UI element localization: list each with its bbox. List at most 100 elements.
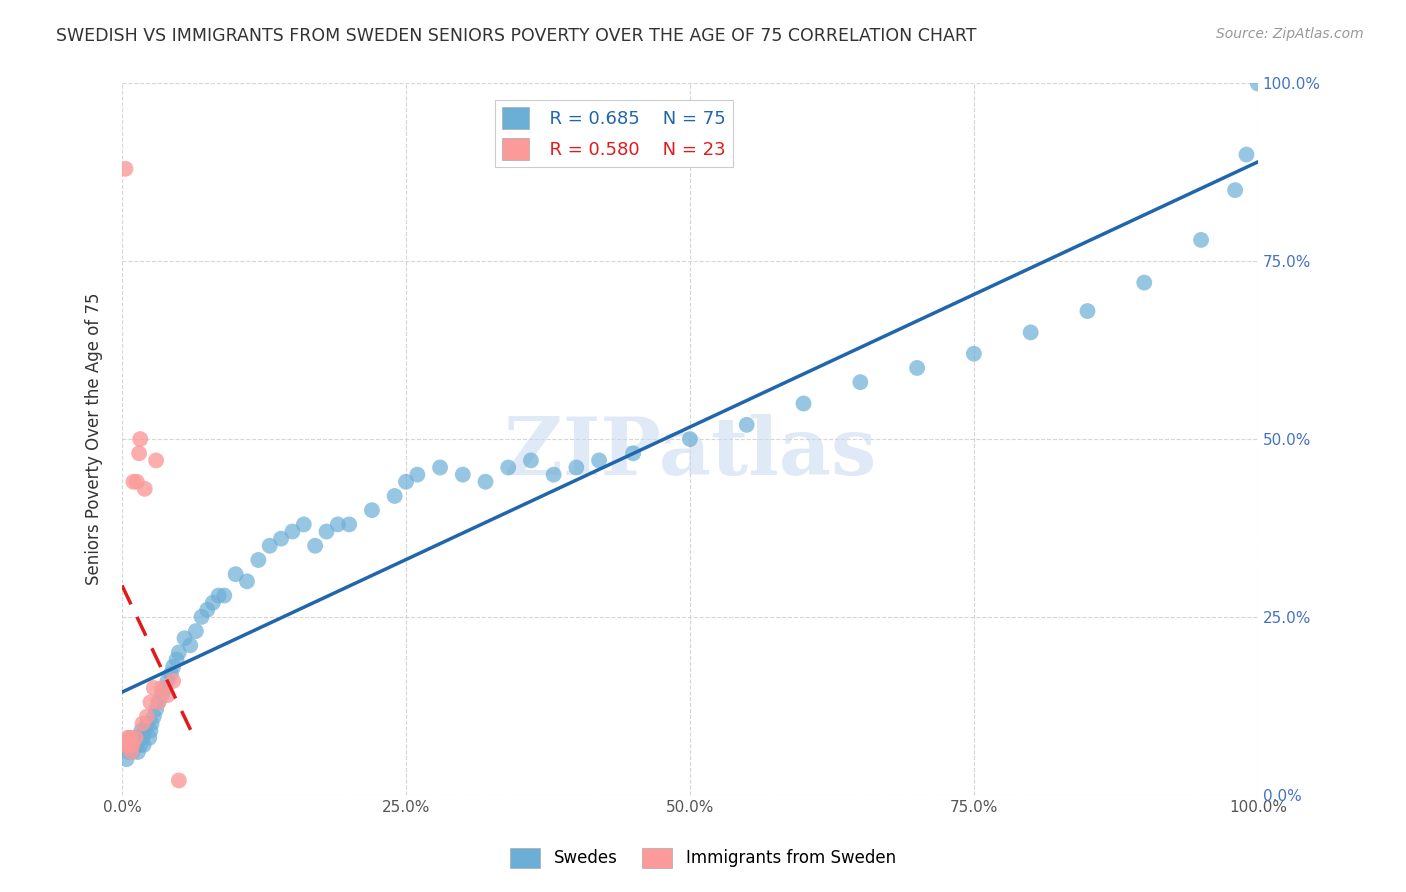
Point: [145, 453, 167, 467]
Point: [225, 567, 247, 582]
Point: [141, 716, 163, 731]
Point: [128, 731, 150, 745]
Point: [150, 688, 173, 702]
Legend:   R = 0.685    N = 75,   R = 0.580    N = 23: R = 0.685 N = 75, R = 0.580 N = 23: [495, 100, 733, 167]
Point: [963, 347, 986, 361]
Point: [118, 738, 141, 752]
Point: [236, 574, 259, 589]
Point: [122, 475, 145, 489]
Point: [142, 681, 165, 695]
Point: [1189, 233, 1212, 247]
Point: [121, 738, 143, 752]
Point: [292, 517, 315, 532]
Point: [122, 738, 145, 752]
Text: Source: ZipAtlas.com: Source: ZipAtlas.com: [1216, 27, 1364, 41]
Point: [142, 709, 165, 723]
Point: [588, 453, 610, 467]
Point: [125, 475, 148, 489]
Point: [131, 723, 153, 738]
Point: [259, 539, 281, 553]
Point: [315, 524, 337, 539]
Point: [621, 446, 644, 460]
Point: [125, 731, 148, 745]
Point: [1133, 276, 1156, 290]
Point: [214, 589, 236, 603]
Point: [148, 695, 170, 709]
Point: [115, 738, 138, 752]
Point: [129, 432, 152, 446]
Point: [118, 731, 141, 745]
Point: [190, 610, 212, 624]
Point: [679, 432, 702, 446]
Point: [160, 666, 183, 681]
Point: [1076, 304, 1098, 318]
Legend: Swedes, Immigrants from Sweden: Swedes, Immigrants from Sweden: [503, 841, 903, 875]
Point: [337, 517, 360, 532]
Point: [361, 503, 384, 517]
Point: [162, 659, 184, 673]
Point: [207, 589, 229, 603]
Point: [114, 161, 136, 176]
Point: [1223, 183, 1246, 197]
Point: [118, 745, 141, 759]
Point: [134, 723, 156, 738]
Point: [117, 731, 139, 745]
Point: [474, 475, 496, 489]
Point: [406, 467, 429, 482]
Point: [496, 460, 519, 475]
Point: [1236, 147, 1258, 161]
Point: [129, 738, 152, 752]
Point: [155, 681, 177, 695]
Point: [195, 603, 218, 617]
Point: [127, 745, 149, 759]
Point: [451, 467, 474, 482]
Y-axis label: Seniors Poverty Over the Age of 75: Seniors Poverty Over the Age of 75: [86, 293, 103, 585]
Point: [118, 731, 141, 745]
Point: [125, 738, 148, 752]
Point: [138, 731, 160, 745]
Point: [132, 738, 155, 752]
Point: [115, 752, 138, 766]
Point: [131, 731, 153, 745]
Point: [167, 645, 190, 659]
Point: [792, 396, 814, 410]
Point: [384, 489, 406, 503]
Point: [247, 553, 270, 567]
Point: [120, 745, 142, 759]
Point: [145, 702, 167, 716]
Point: [156, 688, 179, 702]
Point: [565, 460, 588, 475]
Point: [121, 745, 143, 759]
Point: [128, 446, 150, 460]
Point: [304, 539, 326, 553]
Point: [166, 652, 188, 666]
Point: [156, 673, 179, 688]
Point: [167, 773, 190, 788]
Point: [520, 453, 543, 467]
Point: [270, 532, 292, 546]
Point: [150, 681, 173, 695]
Point: [134, 482, 156, 496]
Point: [905, 360, 928, 375]
Text: ZIPatlas: ZIPatlas: [503, 414, 876, 492]
Point: [395, 475, 418, 489]
Point: [139, 723, 162, 738]
Point: [201, 596, 224, 610]
Point: [117, 738, 139, 752]
Point: [139, 695, 162, 709]
Point: [735, 417, 758, 432]
Point: [1247, 77, 1270, 91]
Point: [849, 375, 872, 389]
Point: [136, 716, 159, 731]
Point: [184, 624, 207, 639]
Point: [136, 709, 159, 723]
Point: [1019, 326, 1042, 340]
Point: [131, 716, 153, 731]
Point: [429, 460, 451, 475]
Point: [543, 467, 565, 482]
Point: [162, 673, 184, 688]
Point: [120, 738, 142, 752]
Point: [281, 524, 304, 539]
Point: [179, 638, 201, 652]
Point: [173, 631, 195, 645]
